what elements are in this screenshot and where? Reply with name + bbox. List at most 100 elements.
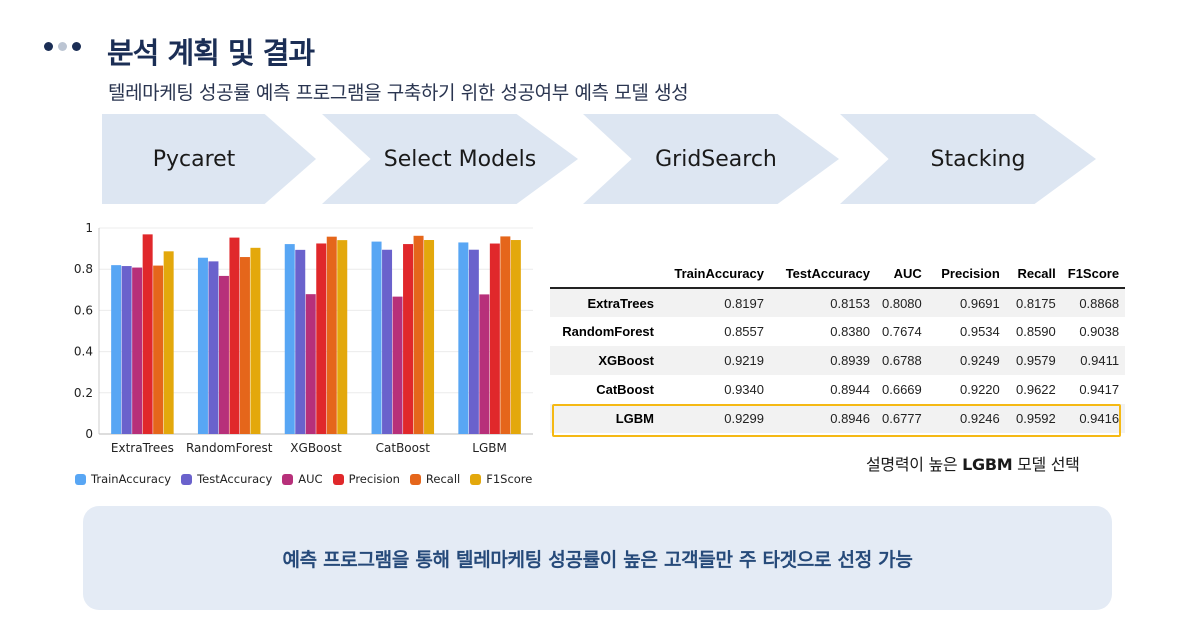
x-tick-label: ExtraTrees: [111, 441, 174, 455]
cell-f1score: 0.9417: [1079, 382, 1120, 397]
bar-precision: [316, 243, 327, 434]
table-header-row: TrainAccuracy TestAccuracy AUC Precision…: [550, 262, 1126, 288]
chart-legend: TrainAccuracy TestAccuracy AUC Precision Rec…: [75, 472, 532, 486]
column-header-train-accuracy: TrainAccuracy: [674, 266, 764, 281]
results-table: TrainAccuracy TestAccuracy AUC Precision…: [550, 262, 1126, 433]
bar-precision: [229, 237, 240, 434]
selection-caption: 설명력이 높은 LGBM 모델 선택: [866, 451, 1080, 475]
step-stacking: Stacking: [840, 114, 1096, 204]
cell-test-accuracy: 0.8380: [830, 324, 870, 339]
bar-f1score: [337, 240, 348, 434]
dot-1: [44, 42, 53, 51]
table-row: CatBoost 0.9340 0.8944 0.6669 0.9220 0.9…: [550, 375, 1126, 404]
conclusion-banner: 예측 프로그램을 통해 텔레마케팅 성공률이 높은 고객들만 주 타겟으로 선정…: [83, 506, 1112, 610]
bar-auc: [392, 296, 403, 434]
bar-auc: [132, 267, 143, 434]
dot-3: [72, 42, 81, 51]
cell-train-accuracy: 0.9340: [724, 382, 764, 397]
bar-testaccuracy: [208, 261, 219, 434]
row-model-name: XGBoost: [598, 353, 654, 368]
cell-f1score: 0.9411: [1080, 353, 1120, 368]
column-header-recall: Recall: [1017, 266, 1056, 281]
caption-prefix: 설명력이 높은: [866, 455, 963, 474]
legend-label: Recall: [425, 472, 461, 486]
bar-recall: [413, 235, 424, 434]
column-header-model: [550, 262, 660, 288]
legend-label: AUC: [298, 472, 323, 486]
y-tick-label: 0.8: [74, 262, 93, 276]
bar-recall: [500, 236, 511, 434]
y-tick-label: 0: [85, 427, 93, 441]
bar-recall: [326, 236, 337, 434]
caption-suffix: 모델 선택: [1012, 455, 1080, 474]
row-model-name: RandomForest: [562, 324, 654, 339]
bar-f1score: [250, 247, 261, 434]
legend-item: Recall: [409, 472, 461, 486]
bar-precision: [403, 244, 414, 434]
y-tick-label: 0.4: [74, 345, 93, 359]
step-label: GridSearch: [655, 146, 777, 172]
legend-swatch: [332, 473, 344, 485]
row-model-name: LGBM: [615, 411, 654, 426]
bar-auc: [218, 275, 229, 434]
cell-recall: 0.8175: [1016, 295, 1056, 311]
bar-recall: [239, 257, 250, 434]
bar-testaccuracy: [382, 249, 393, 434]
bar-chart: 0 0.2 0.4 0.6 0.8 1 ExtraTrees RandomForest XGBo…: [74, 221, 533, 455]
table-row: RandomForest 0.8557 0.8380 0.7674 0.9534…: [550, 317, 1126, 346]
step-gridsearch: GridSearch: [583, 114, 839, 204]
cell-f1score: 0.9038: [1079, 324, 1120, 339]
x-tick-label: RandomForest: [186, 441, 273, 455]
x-tick-label: XGBoost: [290, 441, 342, 455]
cell-precision: 0.9220: [960, 382, 1000, 397]
legend-item: Precision: [332, 472, 400, 486]
y-tick-label: 0.2: [74, 386, 93, 400]
bar-trainaccuracy: [111, 265, 122, 434]
cell-recall: 0.9579: [1016, 353, 1056, 368]
decorative-dots: [44, 42, 81, 51]
bar-f1score: [510, 240, 521, 434]
cell-test-accuracy: 0.8939: [830, 353, 870, 368]
column-header-test-accuracy: TestAccuracy: [785, 266, 870, 281]
cell-recall: 0.9622: [1016, 382, 1056, 397]
bar-auc: [479, 294, 490, 434]
legend-label: F1Score: [486, 472, 533, 486]
page-title: 분석 계획 및 결과: [107, 36, 315, 70]
caption-model: LGBM: [962, 455, 1013, 474]
step-pycaret: Pycaret: [102, 114, 316, 204]
y-tick-label: 1: [85, 221, 93, 235]
legend-label: TestAccuracy: [197, 472, 273, 486]
bar-testaccuracy: [295, 249, 306, 434]
column-header-precision: Precision: [941, 266, 1000, 281]
cell-test-accuracy: 0.8944: [830, 382, 870, 397]
bar-trainaccuracy: [371, 241, 382, 434]
cell-f1score: 0.9416: [1079, 411, 1120, 426]
step-select-models: Select Models: [322, 114, 578, 204]
legend-swatch: [409, 473, 421, 485]
bar-f1score: [424, 240, 435, 434]
cell-auc: 0.6669: [882, 382, 922, 397]
row-model-name: CatBoost: [596, 382, 654, 397]
cell-auc: 0.6788: [882, 353, 922, 368]
table-row: ExtraTrees 0.8197 0.8153 0.8080 0.9691 0…: [550, 288, 1126, 317]
table-row: XGBoost 0.9219 0.8939 0.6788 0.9249 0.95…: [550, 346, 1126, 375]
cell-f1score: 0.8868: [1079, 295, 1120, 311]
conclusion-text: 예측 프로그램을 통해 텔레마케팅 성공률이 높은 고객들만 주 타겟으로 선정…: [282, 548, 913, 571]
legend-item: F1Score: [470, 472, 532, 486]
bar-trainaccuracy: [458, 242, 469, 434]
cell-test-accuracy: 0.8153: [830, 295, 870, 311]
cell-train-accuracy: 0.8197: [724, 295, 764, 311]
table-row-highlighted: LGBM 0.9299 0.8946 0.6777 0.9246 0.9592 …: [550, 404, 1126, 433]
bar-testaccuracy: [468, 249, 479, 434]
bar-precision: [142, 234, 153, 434]
model-comparison-chart: 0 0.2 0.4 0.6 0.8 1 ExtraTrees RandomForest XGBo…: [60, 210, 540, 495]
x-tick-label: LGBM: [472, 441, 507, 455]
cell-auc: 0.7674: [882, 324, 922, 339]
legend-swatch: [282, 473, 294, 485]
legend-item: TestAccuracy: [181, 472, 272, 486]
y-tick-label: 0.6: [74, 303, 93, 317]
cell-precision: 0.9534: [960, 324, 1000, 339]
legend-swatch: [75, 473, 86, 485]
step-label: Stacking: [930, 146, 1026, 172]
bar-precision: [489, 243, 500, 434]
